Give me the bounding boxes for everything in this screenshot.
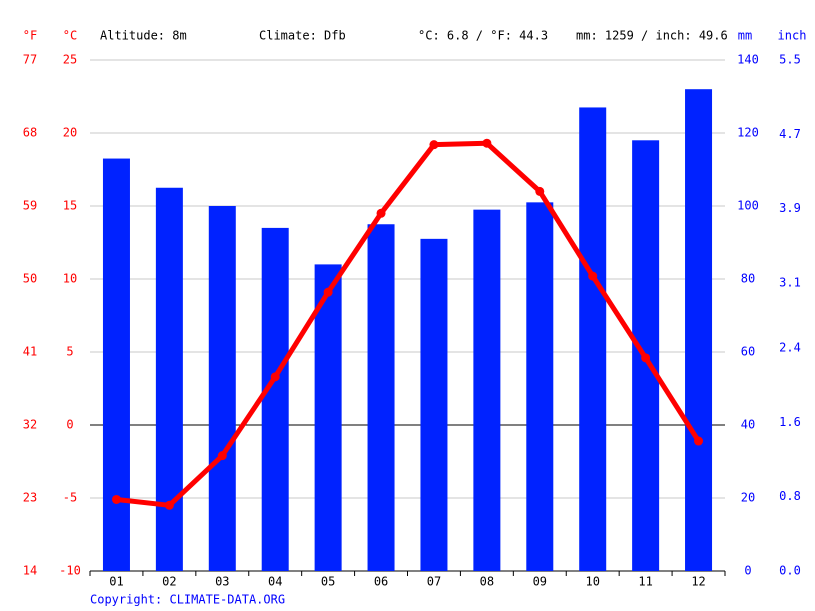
temp-point <box>376 208 386 218</box>
temp-point <box>111 494 121 504</box>
climate: Climate: Dfb <box>259 29 346 43</box>
temp-line <box>116 140 701 508</box>
bar <box>314 264 342 571</box>
x-tick-label: 02 <box>162 575 176 589</box>
mm-tick-label: 80 <box>741 272 755 286</box>
precip-total: mm: 1259 / inch: 49.6 <box>576 29 728 43</box>
c-tick-label: -5 <box>63 491 77 505</box>
bar <box>261 227 289 571</box>
mm-tick-label: 120 <box>737 126 759 140</box>
inch-unit: inch <box>778 29 807 43</box>
inch-tick-label: 0.8 <box>779 489 801 503</box>
copyright: Copyright: CLIMATE-DATA.ORG <box>90 593 285 607</box>
mm-tick-label: 60 <box>741 345 755 359</box>
x-tick-label: 12 <box>691 575 705 589</box>
f-unit: °F <box>23 29 37 43</box>
mm-tick-label: 100 <box>737 199 759 213</box>
temp-point <box>270 372 280 382</box>
mm-tick-label: 40 <box>741 418 755 432</box>
x-tick-label: 11 <box>638 575 652 589</box>
x-tick-label: 03 <box>215 575 229 589</box>
mm-unit: mm <box>738 29 752 43</box>
x-tick-label: 01 <box>109 575 123 589</box>
bar <box>155 187 183 571</box>
c-tick-label: 0 <box>66 418 73 432</box>
x-tick-label: 08 <box>480 575 494 589</box>
temp-point <box>429 140 439 150</box>
temp-point <box>694 436 704 446</box>
x-tick-label: 06 <box>374 575 388 589</box>
bar <box>685 89 713 571</box>
temp-point <box>535 186 545 196</box>
c-unit: °C <box>63 29 77 43</box>
f-tick-label: 59 <box>23 199 37 213</box>
x-tick-label: 04 <box>268 575 282 589</box>
c-tick-label: 5 <box>66 345 73 359</box>
mm-tick-label: 20 <box>741 491 755 505</box>
bar <box>420 238 448 571</box>
x-tick-label: 10 <box>585 575 599 589</box>
f-tick-label: 23 <box>23 491 37 505</box>
f-tick-label: 32 <box>23 418 37 432</box>
inch-tick-label: 1.6 <box>779 415 801 429</box>
c-tick-label: 25 <box>63 53 77 67</box>
altitude: Altitude: 8m <box>100 29 187 43</box>
bar <box>102 158 130 572</box>
x-tick-label: 09 <box>533 575 547 589</box>
temp-point <box>164 500 174 510</box>
inch-tick-label: 0.0 <box>779 564 801 578</box>
temp-point <box>217 451 227 461</box>
bar <box>367 224 395 571</box>
f-tick-label: 50 <box>23 272 37 286</box>
temp-point <box>641 353 651 363</box>
bar <box>526 202 554 571</box>
temp-mean: °C: 6.8 / °F: 44.3 <box>418 29 548 43</box>
f-tick-label: 68 <box>23 126 37 140</box>
f-tick-label: 14 <box>23 564 37 578</box>
c-tick-label: -10 <box>59 564 81 578</box>
x-tick-label: 07 <box>427 575 441 589</box>
inch-tick-label: 3.9 <box>779 201 801 215</box>
inch-tick-label: 4.7 <box>779 127 801 141</box>
f-tick-label: 77 <box>23 53 37 67</box>
mm-tick-label: 0 <box>744 564 751 578</box>
bar <box>473 209 501 571</box>
bar <box>208 206 236 571</box>
bar <box>579 107 607 571</box>
f-tick-label: 41 <box>23 345 37 359</box>
x-tick-label: 05 <box>321 575 335 589</box>
c-tick-label: 10 <box>63 272 77 286</box>
c-tick-label: 20 <box>63 126 77 140</box>
inch-tick-label: 2.4 <box>779 341 801 355</box>
temp-point <box>323 287 333 297</box>
mm-tick-label: 140 <box>737 53 759 67</box>
temp-point <box>588 271 598 281</box>
temp-point <box>482 138 492 148</box>
inch-tick-label: 3.1 <box>779 275 801 289</box>
c-tick-label: 15 <box>63 199 77 213</box>
inch-tick-label: 5.5 <box>779 53 801 67</box>
